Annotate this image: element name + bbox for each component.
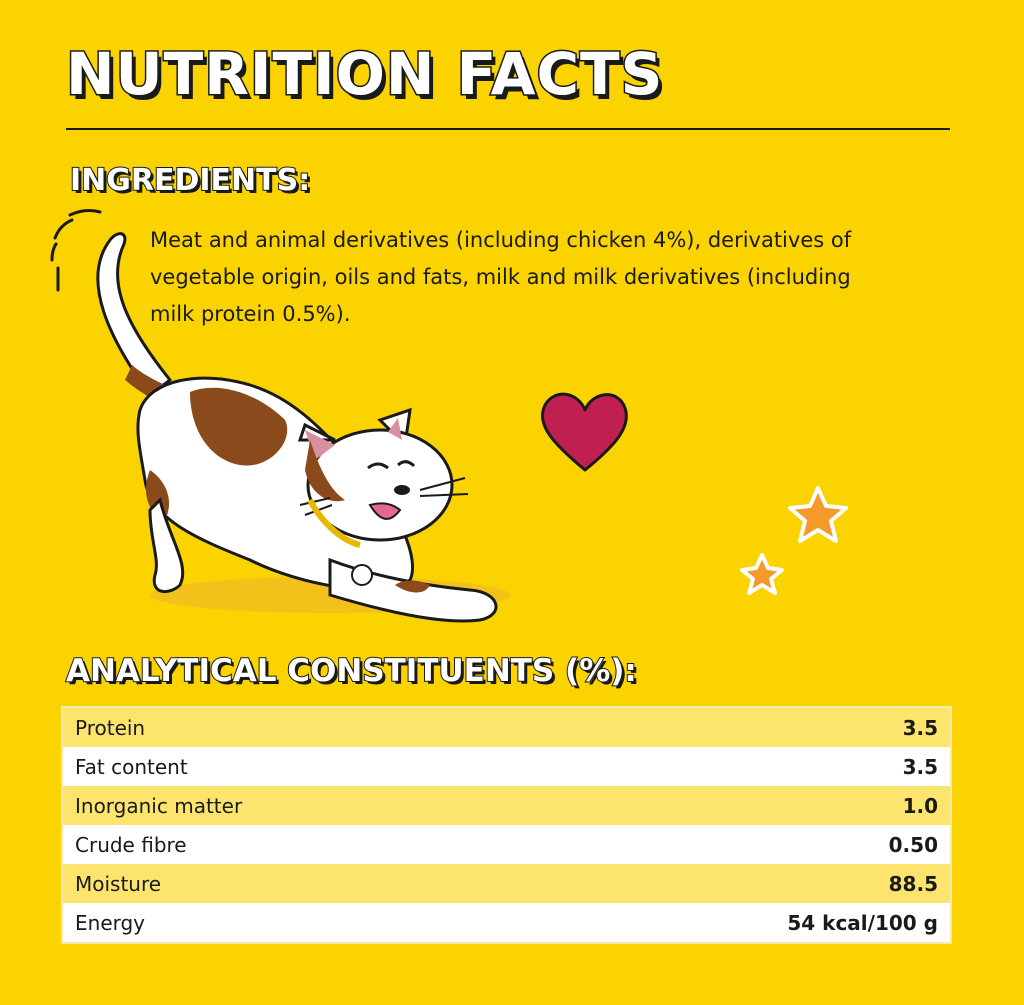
row-value: 3.5 <box>902 715 938 740</box>
table-row: Inorganic matter 1.0 <box>63 786 950 825</box>
row-value: 88.5 <box>888 871 938 896</box>
star-icon <box>788 486 848 543</box>
row-value: 3.5 <box>902 754 938 779</box>
analytical-table: Protein 3.5 Fat content 3.5 Inorganic ma… <box>63 708 950 942</box>
cat-head <box>297 407 469 542</box>
table-row: Energy 54 kcal/100 g <box>63 903 950 942</box>
motion-lines-icon <box>50 209 102 292</box>
star-icon-small <box>740 553 784 595</box>
page-title: NUTRITION FACTS <box>64 39 664 110</box>
ingredients-text: Meat and animal derivatives (including c… <box>150 228 852 326</box>
ingredients-heading: INGREDIENTS: <box>69 162 311 199</box>
cat-illustration <box>50 209 848 623</box>
cat-tail <box>96 232 172 397</box>
row-value: 54 kcal/100 g <box>787 910 938 935</box>
row-label: Moisture <box>75 871 162 896</box>
row-label: Protein <box>75 715 146 740</box>
row-label: Energy <box>75 910 146 935</box>
heart-icon <box>540 392 628 472</box>
title-divider <box>66 128 950 130</box>
row-label: Inorganic matter <box>75 793 243 818</box>
row-value: 0.50 <box>888 832 938 857</box>
table-row: Moisture 88.5 <box>63 864 950 903</box>
table-row: Fat content 3.5 <box>63 747 950 786</box>
table-row: Crude fibre 0.50 <box>63 825 950 864</box>
row-label: Crude fibre <box>75 832 187 857</box>
table-row: Protein 3.5 <box>63 708 950 747</box>
cat-collar <box>307 498 361 548</box>
row-label: Fat content <box>75 754 188 779</box>
cat-back-leg <box>148 497 185 594</box>
analytical-heading: ANALYTICAL CONSTITUENTS (%): <box>65 652 638 690</box>
row-value: 1.0 <box>902 793 938 818</box>
